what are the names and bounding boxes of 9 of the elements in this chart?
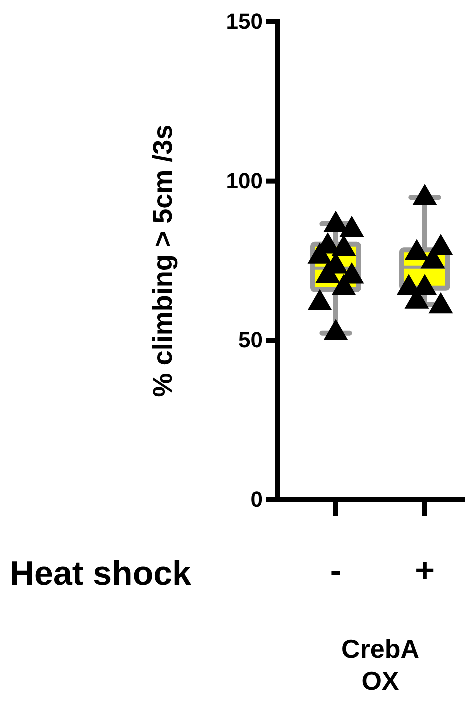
- y-tick-label: 150: [226, 9, 263, 34]
- text: CrebA OX: [341, 634, 420, 696]
- y-tick-label: 100: [226, 168, 263, 194]
- x-tick-label: +: [415, 552, 435, 590]
- y-tick-label: 50: [238, 328, 263, 353]
- x-tick-label: -: [330, 552, 342, 590]
- y-tick-label: 0: [250, 487, 263, 512]
- x-axis-title: Heat shock: [10, 555, 192, 593]
- y-axis-title: % climbing > 5cm /3s: [148, 124, 178, 398]
